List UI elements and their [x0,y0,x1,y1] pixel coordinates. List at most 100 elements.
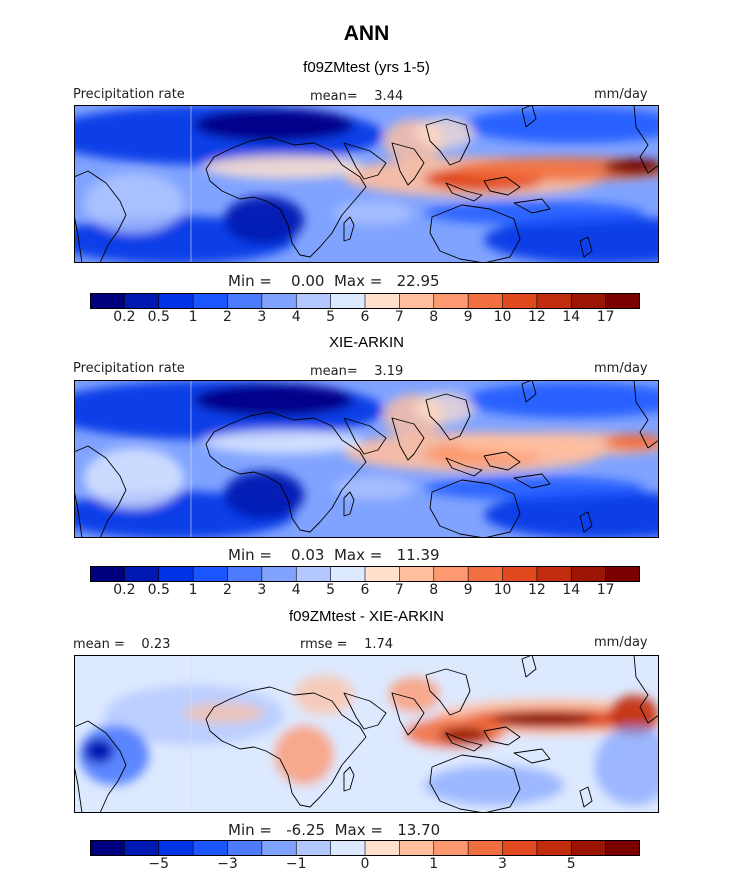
colorbar-tick-label: 1 [429,856,439,872]
coastline [579,511,593,533]
coastline [633,655,659,724]
precip-field-region [424,765,564,805]
colorbar-tick-label: 5 [566,856,576,872]
panel-3-rmse-label: rmse = 1.74 [300,637,394,652]
precip-field-region [204,430,364,454]
panel-3-map [74,655,659,813]
coastline [74,445,127,538]
coastline [205,136,367,258]
colorbar-swatch [192,566,229,582]
coastline [445,457,483,477]
coastline [205,411,367,533]
panel-3-mean-label: mean = 0.23 [73,637,171,652]
colorbar-tick-label: −3 [217,856,238,872]
colorbar-swatch [570,566,607,582]
precip-field-region [484,491,659,538]
panel-2-colorbar [90,566,640,582]
colorbar-swatch [364,293,401,309]
coastline [429,204,521,263]
panel-3-min-max: Min = -6.25 Max = 13.70 [228,821,441,839]
panel-3-colorbar [90,840,640,856]
panel-1-variable-label: Precipitation rate [73,87,185,102]
colorbar-swatch [467,293,504,309]
coastline [483,176,521,196]
coastline [343,417,387,455]
colorbar-swatch [536,840,573,856]
colorbar-tick-label: −1 [285,856,307,872]
colorbar-swatch [433,566,469,582]
coastline [74,720,127,813]
panel-1-units-label: mm/day [594,87,648,102]
colorbar-swatch [227,566,263,582]
coastline [425,393,471,441]
colorbar-swatch [330,293,366,309]
colorbar-tick-label: 17 [596,309,615,325]
colorbar-swatch [227,293,263,309]
colorbar-tick-label: 0.2 [113,309,136,325]
colorbar-tick-label: 6 [360,309,370,325]
panel-1-colorbar [90,293,640,309]
colorbar-swatch [124,840,160,856]
panel-2-variable-label: Precipitation rate [73,361,185,376]
colorbar-swatch [295,840,332,856]
coastline [513,198,551,214]
coastline [425,118,471,166]
precip-field-region [414,117,474,149]
coastline [429,754,521,813]
colorbar-swatch [502,293,538,309]
coastline [579,236,593,258]
colorbar-tick-label: 5 [326,309,336,325]
colorbar-tick-label: 0 [360,856,370,872]
precip-field-region [274,725,334,785]
coastline [513,748,551,764]
precip-field-region [204,155,364,179]
colorbar-tick-label: 7 [394,582,404,598]
panel-2-mean-label: mean= 3.19 [310,364,404,379]
precip-field-region [439,727,489,743]
colorbar-tick-label: 3 [257,582,267,598]
colorbar-swatch [536,566,573,582]
precip-field-region [84,173,184,233]
precip-field-region [494,713,594,725]
colorbar-tick-label: 0.2 [113,582,136,598]
coastline [425,668,471,716]
colorbar-tick-label: 2 [223,582,232,598]
colorbar-tick-label: 1 [188,309,198,325]
precip-field-region [484,216,659,263]
precip-field-region [194,384,354,416]
coastline [391,142,425,186]
panel-2-map [74,380,659,538]
colorbar-swatch [467,840,504,856]
precip-field-region [464,107,659,143]
coastline [445,182,483,202]
colorbar-swatch [261,566,298,582]
colorbar-tick-label: 7 [394,309,404,325]
colorbar-swatch [399,293,435,309]
colorbar-tick-label: 12 [527,309,546,325]
colorbar-swatch [295,566,332,582]
precip-field-region [604,159,659,175]
precip-field-region [184,703,264,723]
coastline [513,473,551,489]
colorbar-swatch [605,566,640,582]
precip-field-region [334,201,414,225]
colorbar-swatch [433,840,469,856]
colorbar-tick-label: 12 [527,582,546,598]
coastline [343,766,355,792]
colorbar-tick-label: 17 [596,582,615,598]
colorbar-swatch [90,840,126,856]
precip-field-region [224,196,304,244]
coastline [343,491,355,517]
precip-field-region [454,432,659,456]
colorbar-tick-label: 5 [326,582,336,598]
colorbar-swatch [295,293,332,309]
coastline [429,479,521,538]
coastline [205,686,367,808]
colorbar-swatch [570,840,607,856]
colorbar-swatch [605,293,640,309]
map-frame [74,105,659,263]
colorbar-swatch [261,293,298,309]
coastline [391,692,425,736]
colorbar-swatch [158,566,194,582]
colorbar-tick-label: 10 [493,582,512,598]
